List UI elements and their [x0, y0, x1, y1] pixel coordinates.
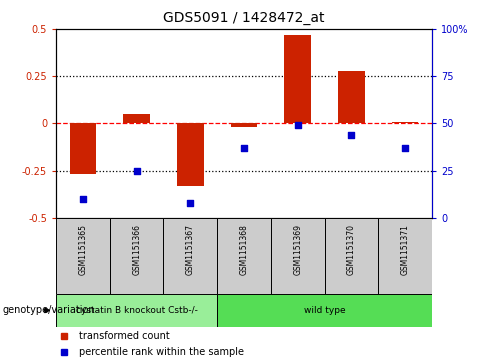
- Title: GDS5091 / 1428472_at: GDS5091 / 1428472_at: [163, 11, 325, 25]
- Bar: [230, 123, 258, 127]
- Bar: [177, 123, 204, 186]
- Bar: [392, 122, 419, 123]
- Text: percentile rank within the sample: percentile rank within the sample: [79, 347, 244, 357]
- Point: [401, 145, 409, 151]
- Text: GSM1151367: GSM1151367: [186, 224, 195, 275]
- Point: [186, 200, 194, 205]
- Point: [79, 196, 87, 202]
- Bar: [338, 70, 365, 123]
- Text: GSM1151365: GSM1151365: [79, 224, 87, 275]
- Bar: [123, 114, 150, 123]
- Text: transformed count: transformed count: [79, 331, 169, 341]
- Bar: [217, 218, 271, 294]
- Text: GSM1151368: GSM1151368: [240, 224, 248, 275]
- Point: [347, 132, 355, 138]
- Point: [294, 122, 302, 128]
- Bar: [325, 218, 378, 294]
- Point: [133, 168, 141, 174]
- Text: wild type: wild type: [304, 306, 346, 315]
- Bar: [56, 218, 110, 294]
- Bar: [56, 294, 217, 327]
- Bar: [284, 35, 311, 123]
- Bar: [271, 218, 325, 294]
- Bar: [163, 218, 217, 294]
- Bar: [217, 294, 432, 327]
- Text: GSM1151366: GSM1151366: [132, 224, 141, 275]
- Bar: [110, 218, 163, 294]
- Point: [240, 145, 248, 151]
- Text: genotype/variation: genotype/variation: [2, 305, 95, 315]
- Text: GSM1151371: GSM1151371: [401, 224, 409, 275]
- Text: GSM1151369: GSM1151369: [293, 224, 302, 275]
- Text: cystatin B knockout Cstb-/-: cystatin B knockout Cstb-/-: [76, 306, 198, 315]
- Bar: [378, 218, 432, 294]
- Bar: [70, 123, 97, 174]
- Text: GSM1151370: GSM1151370: [347, 224, 356, 275]
